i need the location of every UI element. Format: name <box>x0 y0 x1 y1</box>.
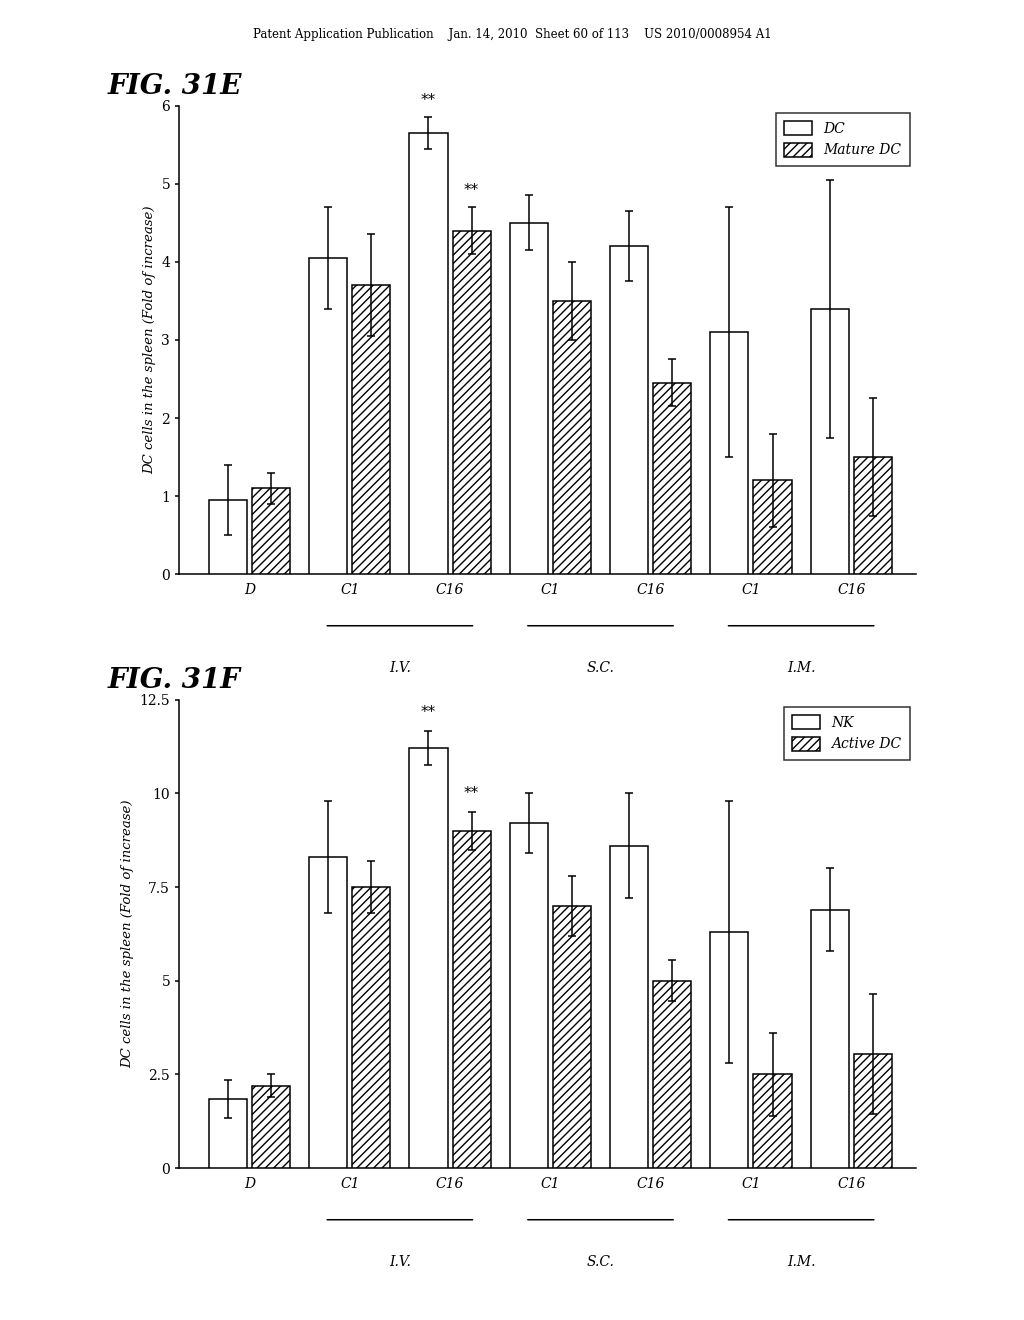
Bar <box>309 257 347 574</box>
Bar <box>610 246 648 574</box>
Bar <box>252 1086 290 1168</box>
Bar <box>510 824 548 1168</box>
Text: FIG. 31E: FIG. 31E <box>108 73 242 99</box>
Bar <box>553 301 591 574</box>
Bar <box>510 223 548 574</box>
Bar <box>410 133 447 574</box>
Legend: DC, Mature DC: DC, Mature DC <box>776 112 909 166</box>
Bar <box>453 231 490 574</box>
Bar <box>811 309 849 574</box>
Bar <box>854 457 892 574</box>
Bar <box>352 285 390 574</box>
Bar <box>653 981 691 1168</box>
Bar <box>610 846 648 1168</box>
Bar <box>711 932 749 1168</box>
Y-axis label: DC cells in the spleen (Fold of increase): DC cells in the spleen (Fold of increase… <box>142 206 156 474</box>
Text: I.V.: I.V. <box>389 1255 411 1269</box>
Bar <box>410 748 447 1168</box>
Legend: NK, Active DC: NK, Active DC <box>783 706 909 760</box>
Text: I.V.: I.V. <box>389 661 411 675</box>
Text: **: ** <box>421 92 436 108</box>
Text: **: ** <box>421 705 436 721</box>
Text: I.M.: I.M. <box>786 1255 815 1269</box>
Bar <box>252 488 290 574</box>
Y-axis label: DC cells in the spleen (Fold of increase): DC cells in the spleen (Fold of increase… <box>121 800 134 1068</box>
Bar <box>754 480 792 574</box>
Bar <box>553 906 591 1168</box>
Text: **: ** <box>464 182 479 198</box>
Text: **: ** <box>464 785 479 801</box>
Text: S.C.: S.C. <box>587 1255 614 1269</box>
Bar <box>309 857 347 1168</box>
Bar <box>209 500 247 574</box>
Bar <box>854 1053 892 1168</box>
Text: Patent Application Publication    Jan. 14, 2010  Sheet 60 of 113    US 2010/0008: Patent Application Publication Jan. 14, … <box>253 28 771 41</box>
Bar <box>711 333 749 574</box>
Bar <box>653 383 691 574</box>
Text: FIG. 31F: FIG. 31F <box>108 667 241 693</box>
Bar <box>352 887 390 1168</box>
Text: S.C.: S.C. <box>587 661 614 675</box>
Bar <box>811 909 849 1168</box>
Text: I.M.: I.M. <box>786 661 815 675</box>
Bar <box>453 830 490 1168</box>
Bar <box>754 1074 792 1168</box>
Bar <box>209 1098 247 1168</box>
